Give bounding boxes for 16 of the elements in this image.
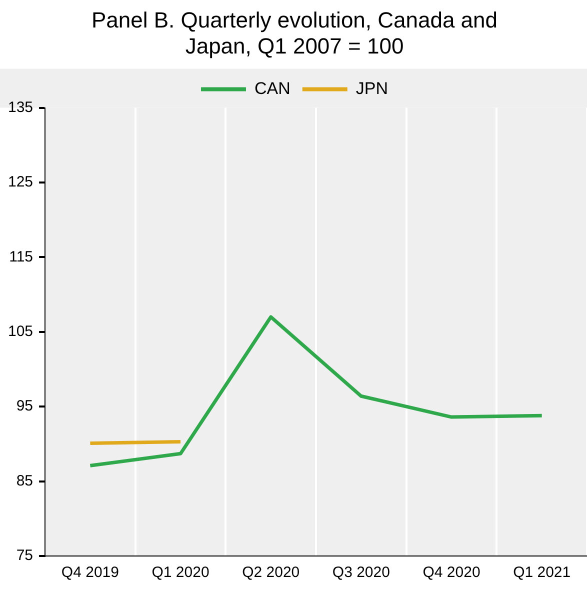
legend-label: CAN bbox=[254, 78, 290, 98]
x-tick-label: Q3 2020 bbox=[332, 564, 390, 582]
x-tick-label: Q1 2021 bbox=[513, 564, 571, 582]
chart-title: Panel B. Quarterly evolution, Canada and Japan, Q1 2007 = 100 bbox=[91, 7, 498, 59]
y-tick-label: 85 bbox=[16, 472, 34, 490]
y-tick-label: 95 bbox=[16, 398, 34, 415]
x-tick-label: Q2 2020 bbox=[242, 564, 300, 582]
y-tick-label: 115 bbox=[9, 248, 34, 266]
x-tick-label: Q4 2020 bbox=[422, 564, 480, 582]
y-tick-label: 125 bbox=[8, 174, 34, 191]
y-tick-label: 105 bbox=[8, 323, 34, 340]
x-tick-label: Q4 2019 bbox=[61, 564, 119, 582]
y-tick-label: 135 bbox=[8, 98, 34, 116]
x-tick-label: Q1 2020 bbox=[152, 564, 210, 582]
y-tick-label: 75 bbox=[16, 547, 34, 564]
legend-label: JPN bbox=[356, 78, 388, 98]
